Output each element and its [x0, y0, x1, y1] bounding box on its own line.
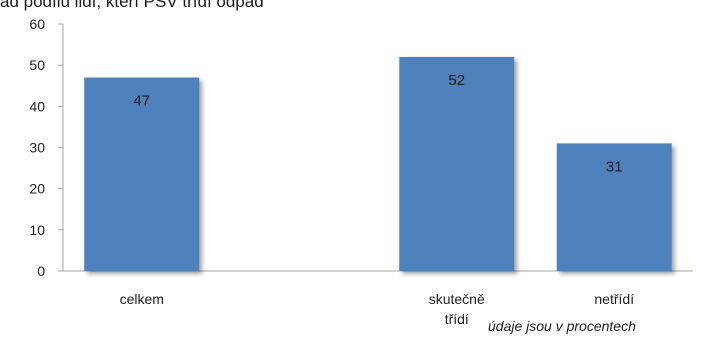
y-tick-label: 20	[29, 181, 45, 197]
y-tick-label: 50	[29, 57, 45, 73]
data-label: 52	[448, 72, 465, 89]
bar	[399, 56, 515, 271]
y-tick-label: 30	[29, 140, 45, 156]
category-label: třídí	[445, 311, 469, 327]
units-note: údaje jsou v procentech	[488, 318, 636, 334]
category-label: skutečně	[429, 291, 485, 307]
bar	[556, 143, 672, 271]
bar	[84, 77, 200, 272]
y-tick-label: 0	[37, 263, 45, 279]
data-label: 47	[133, 93, 150, 110]
y-tick-label: 40	[29, 98, 45, 114]
chart-title: ád podílu lidí, kteří PSV třídí odpad	[0, 0, 264, 11]
data-label: 31	[606, 158, 623, 175]
category-label: netřídí	[594, 291, 634, 307]
y-tick-label: 10	[29, 222, 45, 238]
y-tick-label: 60	[29, 16, 45, 32]
category-label: celkem	[120, 291, 164, 307]
